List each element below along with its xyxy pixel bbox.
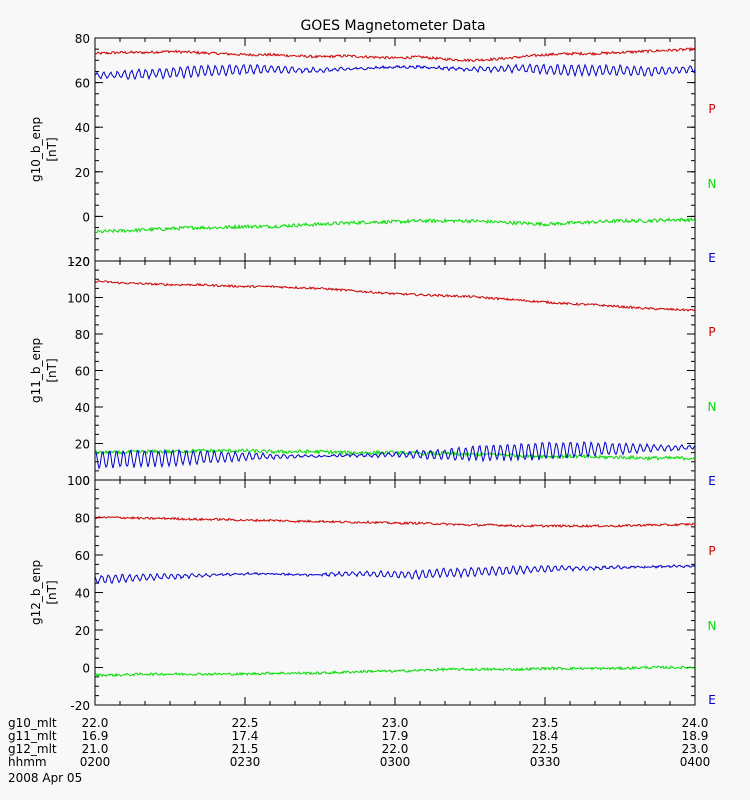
- y-tick-label: 80: [75, 32, 90, 46]
- y-tick-label: 40: [75, 121, 90, 135]
- y-tick-label: 0: [82, 474, 90, 488]
- x-tick-label: 0230: [230, 755, 261, 769]
- legend-e: E: [708, 693, 716, 707]
- legend-n: N: [708, 619, 717, 633]
- legend-n: N: [708, 177, 717, 191]
- legend-p: P: [708, 325, 715, 339]
- chart-title: GOES Magnetometer Data: [300, 18, 485, 34]
- legend-n: N: [708, 400, 717, 414]
- series-line-n: [95, 665, 695, 678]
- x-tick-label: 17.9: [382, 729, 409, 743]
- y-tick-label: 80: [75, 328, 90, 342]
- y-tick-label: 60: [75, 77, 90, 91]
- x-tick-label: 22.5: [532, 742, 559, 756]
- x-tick-label: 21.5: [232, 742, 259, 756]
- x-tick-label: 22.5: [232, 716, 259, 730]
- panel-3: -20 0 20 40 60 80 100 g12_b_enp [nT] P N E: [29, 474, 716, 713]
- date-label: 2008 Apr 05: [8, 771, 82, 785]
- legend-p: P: [708, 102, 715, 116]
- x-row-label: g10_mlt: [8, 716, 57, 730]
- series-line-e: [95, 440, 695, 470]
- x-tick-label: 17.4: [232, 729, 259, 743]
- legend-p: P: [708, 544, 715, 558]
- x-tick-label: 18.9: [682, 729, 709, 743]
- y-tick-label: 100: [67, 292, 90, 306]
- y-axis-unit: [nT]: [45, 137, 59, 161]
- y-tick-label: 40: [75, 401, 90, 415]
- y-axis-label: g10_b_enp: [29, 117, 43, 182]
- x-tick-label: 16.9: [82, 729, 109, 743]
- y-tick-label: 20: [75, 624, 90, 638]
- y-tick-label: 60: [75, 549, 90, 563]
- x-axis-table: g10_mlt 22.0 22.5 23.0 23.5 24.0 g11_mlt 16.9 17…: [8, 716, 710, 769]
- y-tick-label: 20: [75, 438, 90, 452]
- series-line-n: [95, 216, 695, 234]
- y-tick-label: 20: [75, 166, 90, 180]
- x-tick-label: 22.0: [382, 742, 409, 756]
- panel-frame: [94, 479, 696, 706]
- y-tick-label: -20: [70, 699, 90, 713]
- x-tick-label: 23.5: [532, 716, 559, 730]
- y-tick-label: 120: [67, 255, 90, 269]
- x-tick-label: 23.0: [682, 742, 709, 756]
- y-tick-label: 100: [67, 474, 90, 488]
- y-tick-label: 0: [82, 662, 90, 676]
- series-line-e: [95, 564, 695, 585]
- x-tick-label: 0300: [380, 755, 411, 769]
- panel-frame: [94, 37, 696, 262]
- legend-e: E: [708, 251, 716, 265]
- x-row-label: g12_mlt: [8, 742, 57, 756]
- y-axis-unit: [nT]: [45, 580, 59, 604]
- x-tick-label: 21.0: [82, 742, 109, 756]
- y-tick-label: 60: [75, 365, 90, 379]
- series-line-e: [95, 63, 695, 81]
- y-axis-unit: [nT]: [45, 358, 59, 382]
- x-tick-label: 0200: [80, 755, 111, 769]
- y-axis-label: g12_b_enp: [29, 560, 43, 625]
- y-tick-label: 80: [75, 512, 90, 526]
- y-tick-label: 40: [75, 587, 90, 601]
- x-tick-label: 0400: [680, 755, 711, 769]
- x-tick-label: 0330: [530, 755, 561, 769]
- y-axis-label: g11_b_enp: [29, 338, 43, 403]
- series-line-p: [95, 46, 695, 63]
- x-row-label: hhmm: [8, 755, 47, 769]
- legend-e: E: [708, 474, 716, 488]
- y-tick-label: -20: [70, 255, 90, 269]
- y-tick-label: 0: [82, 210, 90, 224]
- series-line-p: [95, 515, 695, 528]
- x-tick-label: 23.0: [382, 716, 409, 730]
- x-tick-label: 24.0: [682, 716, 709, 730]
- panel-2: 0 20 40 60 80 100 120 g11_b_enp [nT] P N E: [29, 255, 716, 488]
- x-row-label: g11_mlt: [8, 729, 57, 743]
- x-tick-label: 22.0: [82, 716, 109, 730]
- series-line-p: [95, 280, 695, 312]
- panel-1: -20 0 20 40 60 80 g10_b_enp [nT] P N E: [29, 32, 716, 269]
- x-tick-label: 18.4: [532, 729, 559, 743]
